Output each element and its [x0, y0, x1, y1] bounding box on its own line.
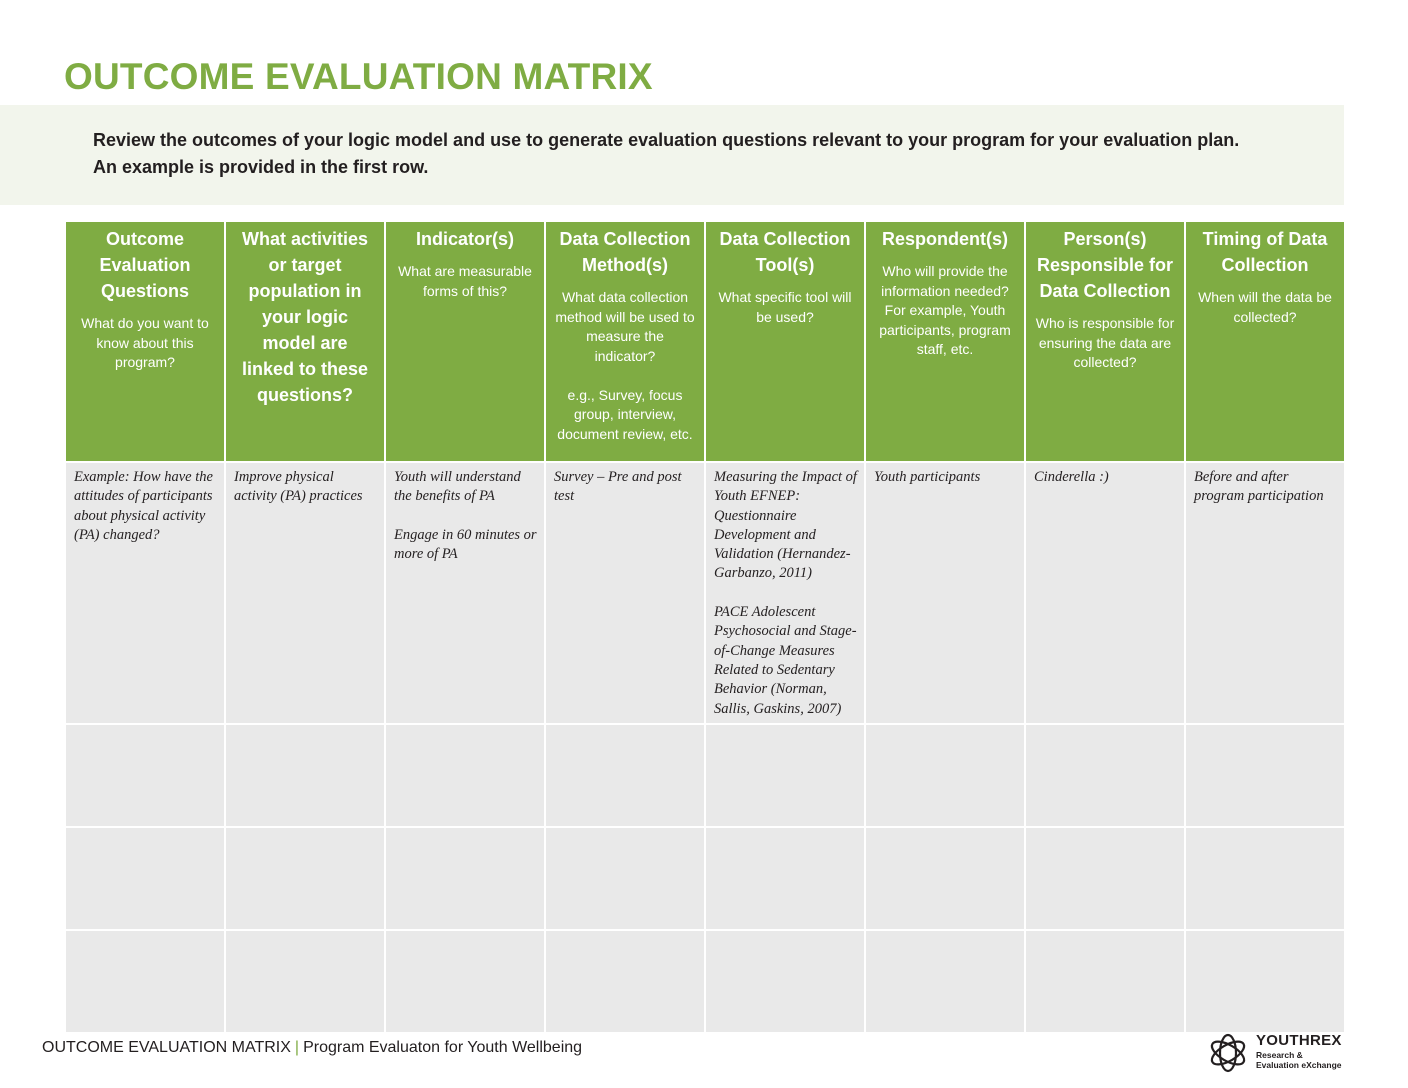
- column-title: Data Collection Tool(s): [719, 229, 851, 275]
- footer-subtitle: Program Evaluaton for Youth Wellbeing: [303, 1039, 583, 1056]
- empty-cell[interactable]: [1184, 929, 1346, 1034]
- table-cell[interactable]: Youth participants: [864, 461, 1026, 725]
- empty-cell[interactable]: [864, 723, 1026, 828]
- column-title: Person(s) Responsible for Data Collectio…: [1036, 229, 1174, 301]
- column-title: Respondent(s): [882, 229, 1008, 249]
- column-header-collection-tool: Data Collection Tool(s) What specific to…: [704, 220, 866, 463]
- intro-text: Review the outcomes of your logic model …: [93, 130, 1240, 177]
- empty-cell[interactable]: [64, 929, 226, 1034]
- column-header-collection-method: Data Collection Method(s) What data coll…: [544, 220, 706, 463]
- column-subtitle: When will the data be collected?: [1198, 289, 1332, 325]
- column-title: What activities or target population in …: [241, 229, 369, 405]
- empty-cell[interactable]: [1184, 826, 1346, 931]
- column-subtitle: What are measurable forms of this?: [398, 263, 532, 299]
- column-subtitle: What specific tool will be used?: [718, 289, 852, 325]
- column-header-activities: What activities or target population in …: [224, 220, 386, 463]
- empty-cell[interactable]: [64, 826, 226, 931]
- empty-cell[interactable]: [224, 723, 386, 828]
- blank-row: [64, 826, 1346, 931]
- table-cell[interactable]: Before and after program participation: [1184, 461, 1346, 725]
- column-title: Data Collection Method(s): [559, 229, 691, 275]
- empty-cell[interactable]: [384, 826, 546, 931]
- example-row: Example: How have the attitudes of parti…: [64, 461, 1346, 725]
- footer-doc-title: OUTCOME EVALUATION MATRIX: [42, 1039, 291, 1056]
- empty-cell[interactable]: [544, 723, 706, 828]
- column-header-indicators: Indicator(s) What are measurable forms o…: [384, 220, 546, 463]
- table-cell[interactable]: Measuring the Impact of Youth EFNEP: Que…: [704, 461, 866, 725]
- empty-cell[interactable]: [384, 929, 546, 1034]
- column-title: Indicator(s): [415, 229, 514, 249]
- empty-cell[interactable]: [1024, 723, 1186, 828]
- column-subtitle: What do you want to know about this prog…: [81, 315, 209, 370]
- page-title: OUTCOME EVALUATION MATRIX: [64, 56, 653, 97]
- column-header-outcome-questions: Outcome Evaluation Questions What do you…: [64, 220, 226, 463]
- empty-cell[interactable]: [1024, 826, 1186, 931]
- empty-cell[interactable]: [704, 929, 866, 1034]
- empty-cell[interactable]: [544, 929, 706, 1034]
- table-cell[interactable]: Survey – Pre and post test: [544, 461, 706, 725]
- empty-cell[interactable]: [1024, 929, 1186, 1034]
- blank-row: [64, 929, 1346, 1034]
- page-footer: OUTCOME EVALUATION MATRIX | Program Evalua…: [42, 1039, 582, 1057]
- table-cell[interactable]: Improve physical activity (PA) practices: [224, 461, 386, 725]
- column-title: Timing of Data Collection: [1202, 229, 1328, 275]
- column-subtitle: What data collection method will be used…: [555, 289, 695, 442]
- empty-cell[interactable]: [384, 723, 546, 828]
- header-row: Outcome Evaluation Questions What do you…: [64, 220, 1346, 463]
- empty-cell[interactable]: [864, 929, 1026, 1034]
- empty-cell[interactable]: [224, 929, 386, 1034]
- column-header-respondents: Respondent(s) Who will provide the infor…: [864, 220, 1026, 463]
- empty-cell[interactable]: [704, 723, 866, 828]
- blank-row: [64, 723, 1346, 828]
- column-subtitle: Who will provide the information needed?…: [879, 263, 1011, 357]
- empty-cell[interactable]: [1184, 723, 1346, 828]
- footer-separator: |: [294, 1039, 300, 1056]
- youthrex-logo: YOUTHREX Research & Evaluation eXchange: [1206, 1031, 1346, 1075]
- column-subtitle: Who is responsible for ensuring the data…: [1035, 315, 1175, 370]
- youthrex-knot-icon: [1210, 1033, 1246, 1073]
- logo-name: YOUTHREX: [1256, 1032, 1342, 1049]
- empty-cell[interactable]: [64, 723, 226, 828]
- column-header-timing: Timing of Data Collection When will the …: [1184, 220, 1346, 463]
- empty-cell[interactable]: [544, 826, 706, 931]
- empty-cell[interactable]: [864, 826, 1026, 931]
- logo-tagline: Research & Evaluation eXchange: [1256, 1050, 1342, 1070]
- table-cell[interactable]: Example: How have the attitudes of parti…: [64, 461, 226, 725]
- column-header-responsible-persons: Person(s) Responsible for Data Collectio…: [1024, 220, 1186, 463]
- evaluation-matrix-table: Outcome Evaluation Questions What do you…: [64, 220, 1346, 1034]
- table-cell[interactable]: Cinderella :): [1024, 461, 1186, 725]
- empty-cell[interactable]: [224, 826, 386, 931]
- empty-cell[interactable]: [704, 826, 866, 931]
- table-cell[interactable]: Youth will understand the benefits of PA…: [384, 461, 546, 725]
- column-title: Outcome Evaluation Questions: [99, 229, 191, 301]
- intro-band: [0, 105, 1344, 205]
